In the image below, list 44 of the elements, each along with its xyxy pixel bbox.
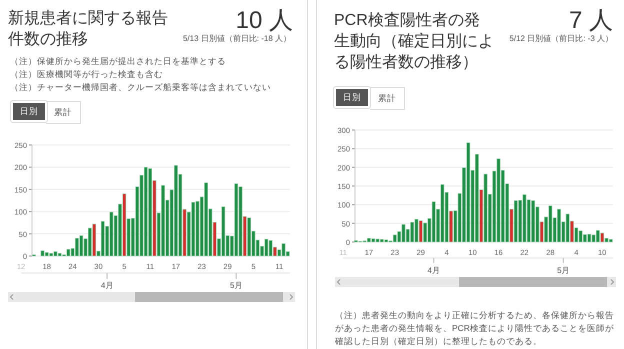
bar (371, 238, 376, 242)
x2-tick-label: 4月 (427, 266, 440, 275)
bar (92, 224, 96, 256)
x2-tick-label: 5月 (230, 281, 242, 290)
bar (466, 142, 470, 242)
bar (608, 239, 613, 242)
bar (144, 166, 148, 256)
bar (221, 206, 226, 256)
chart-subtitle: 5/13 日別値（前日比: -18 人） (182, 33, 291, 44)
text: （注）チャーター機帰国者、クルーズ船乗客等は含まれていない (10, 82, 271, 94)
text: （注）保健所から発生届が提出された日を基準とする (10, 56, 226, 68)
bar (514, 200, 518, 242)
bar (238, 186, 242, 256)
bar (384, 240, 388, 242)
bar (100, 221, 105, 256)
bar (191, 202, 196, 256)
text: 10 人 (236, 6, 293, 34)
bar (44, 252, 49, 256)
text: 7 人 (568, 6, 613, 34)
text: 日別 (334, 87, 370, 108)
chart-title: PCR検査陽性者の発生動向（確定日別による陽性者数の推移） (334, 10, 494, 73)
x2-tick-label: 5月 (557, 266, 570, 275)
bar (79, 235, 84, 256)
text: 累計 (46, 101, 81, 124)
bar (234, 183, 238, 256)
bar (440, 184, 444, 242)
bar (392, 234, 397, 242)
bar (600, 232, 604, 242)
x2-tick-label: 4月 (100, 281, 114, 290)
text: （注）患者発生の動向をより正確に分析するため、各保健所から報告があった患者の発生情報を、PCR検査により陽性であることを医師が確認した日別（確定日別）に整理したものである。 (335, 309, 615, 348)
chart-title: 新規患者に関する報告件数の推移 (8, 8, 169, 50)
bar (566, 214, 570, 242)
bar (58, 253, 62, 256)
bar (122, 194, 126, 256)
chart-subtitle: 5/12 日別値（前日比: -3 人） (509, 33, 613, 44)
bar (587, 234, 592, 242)
text: 累計 (370, 87, 405, 110)
bar (66, 249, 70, 256)
bar (264, 238, 268, 256)
text: （注）医療機関等が行った検査も含む (10, 69, 163, 81)
text: 日別 (11, 101, 47, 122)
bar (548, 206, 552, 242)
bar (432, 201, 436, 242)
bar (418, 220, 423, 242)
